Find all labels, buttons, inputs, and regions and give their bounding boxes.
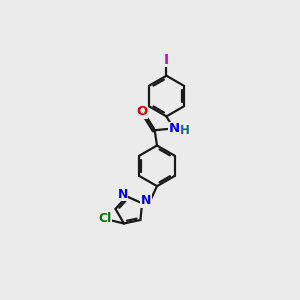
Text: N: N: [117, 188, 128, 201]
Text: N: N: [169, 122, 180, 135]
Text: Cl: Cl: [98, 212, 111, 225]
Text: I: I: [164, 52, 169, 67]
Text: N: N: [141, 194, 152, 207]
Text: H: H: [180, 124, 190, 137]
Text: O: O: [136, 105, 147, 118]
